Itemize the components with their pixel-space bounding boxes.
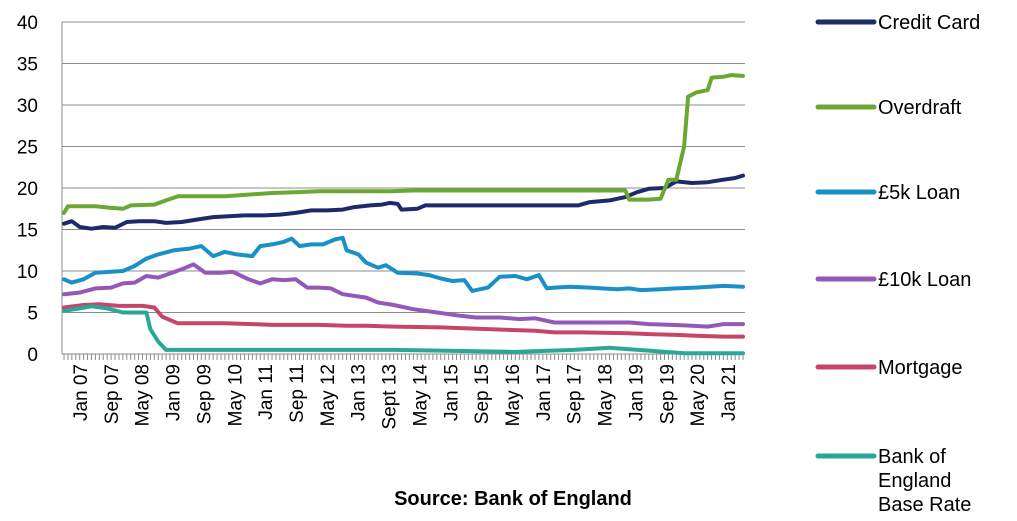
x-tick-label: Sep 19 bbox=[657, 364, 678, 424]
x-tick-label: Sept 13 bbox=[380, 364, 401, 430]
series-line-overdraft bbox=[62, 73, 745, 215]
x-tick-label: Jan 17 bbox=[534, 364, 555, 421]
x-tick-label: May 14 bbox=[410, 364, 431, 427]
x-tick-label: Sep 07 bbox=[102, 364, 123, 424]
x-tick-label: Jan 21 bbox=[719, 364, 740, 421]
legend-label: £5k Loan bbox=[878, 182, 960, 204]
legend-label: £10k Loan bbox=[878, 269, 971, 291]
y-tick-label: 10 bbox=[17, 262, 38, 283]
y-tick-label: 15 bbox=[17, 221, 38, 242]
x-tick-label: Jan 09 bbox=[164, 364, 185, 421]
series-line-credit-card bbox=[62, 173, 745, 231]
series-line--5k-loan bbox=[62, 235, 745, 293]
x-tick-label: May 08 bbox=[133, 364, 154, 426]
series-line-mortgage bbox=[62, 302, 745, 339]
x-tick-label: May 10 bbox=[225, 364, 246, 426]
y-tick-label: 35 bbox=[17, 55, 38, 76]
chart-caption: Source: Bank of England bbox=[394, 488, 632, 510]
y-tick-label: 5 bbox=[27, 304, 38, 325]
x-tick-label: Sep 17 bbox=[565, 364, 586, 424]
x-tick-label: Sep 09 bbox=[194, 364, 215, 424]
series-lines bbox=[62, 73, 745, 356]
legend: Credit Card Overdraft £5k Loan £10k Loan Mor… bbox=[815, 12, 980, 516]
x-tick-label: Jan 11 bbox=[256, 364, 277, 420]
x-tick-label: Sep 15 bbox=[472, 364, 493, 424]
legend-label: Credit Card bbox=[878, 12, 980, 34]
x-tick-label: May 20 bbox=[688, 364, 709, 426]
x-tick-label: Jan 19 bbox=[626, 364, 647, 421]
series-line--10k-loan bbox=[62, 262, 745, 329]
x-tick-label: Jan 15 bbox=[441, 364, 462, 421]
y-tick-label: 40 bbox=[17, 13, 38, 34]
legend-label: Mortgage bbox=[878, 357, 963, 379]
x-tick-label: Sep 11 bbox=[287, 364, 308, 423]
y-tick-label: 25 bbox=[17, 138, 38, 159]
gridlines bbox=[62, 21, 745, 313]
y-tick-label: 0 bbox=[27, 345, 38, 366]
legend-label: Bank of England Base Rate bbox=[878, 446, 971, 516]
legend-label: Overdraft bbox=[878, 97, 962, 119]
y-tick-label: 30 bbox=[17, 96, 38, 117]
series-line-bank-of-england-base-rate bbox=[62, 304, 745, 356]
x-tick-label: May 18 bbox=[596, 364, 617, 426]
x-axis: Jan 07 Sep 07 May 08 Jan 09 Sep 09 May 10 Jan … bbox=[61, 22, 745, 430]
y-tick-label: 20 bbox=[17, 179, 38, 200]
x-tick-label: Jan 13 bbox=[349, 364, 370, 421]
x-tick-label: Jan 07 bbox=[71, 364, 92, 421]
x-tick-label: May 16 bbox=[503, 364, 524, 426]
x-tick-label: May 12 bbox=[318, 364, 339, 426]
y-axis-ticks: 0 5 10 15 20 25 30 35 40 bbox=[17, 13, 38, 366]
